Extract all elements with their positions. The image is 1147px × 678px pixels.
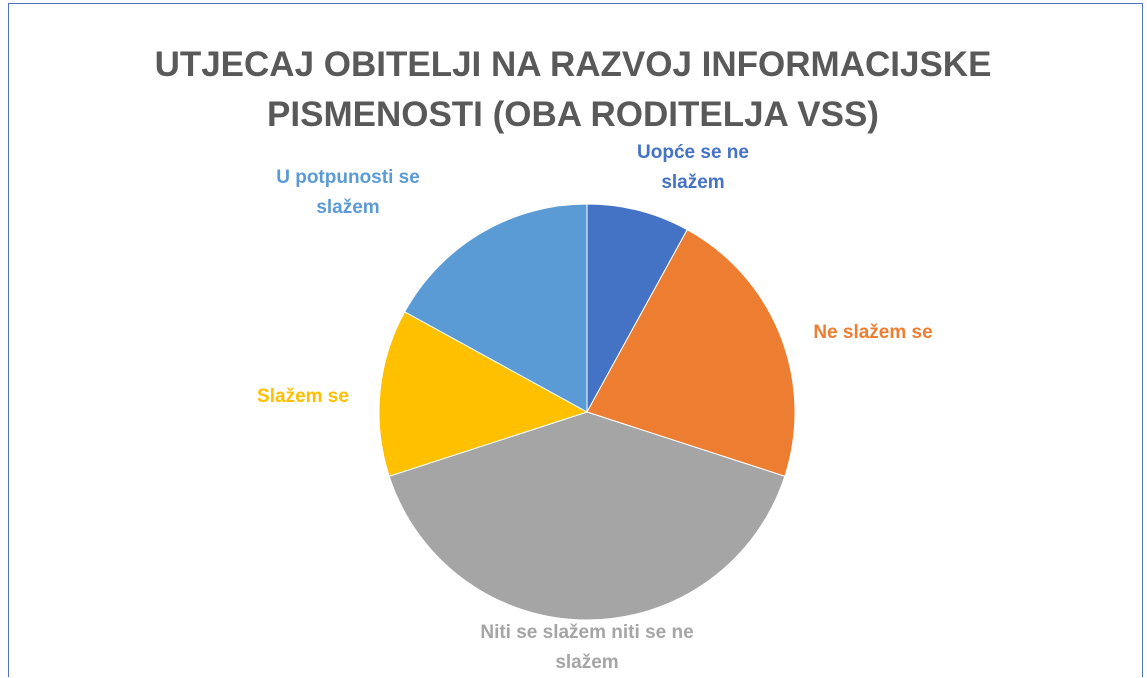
pie-slice — [404, 203, 588, 413]
slice-label: Ne slažem se — [813, 322, 933, 343]
chart-title: UTJECAJ OBITELJI NA RAZVOJ INFORMACIJSKE — [155, 45, 992, 84]
pie-slice — [378, 311, 589, 477]
pie-slice — [388, 411, 786, 621]
chart-border — [8, 3, 1143, 677]
slice-label: Niti se slažem niti se ne slažem — [480, 622, 694, 673]
slice-label: Slažem se — [257, 386, 349, 407]
pie-slice — [586, 203, 688, 413]
pie-slice — [586, 229, 796, 477]
chart-title: PISMENOSTI (OBA RODITELJA VSS) — [267, 95, 879, 134]
slice-label: Uopće se ne slažem — [637, 142, 749, 193]
slice-label: U potpunosti se slažem — [276, 167, 420, 218]
